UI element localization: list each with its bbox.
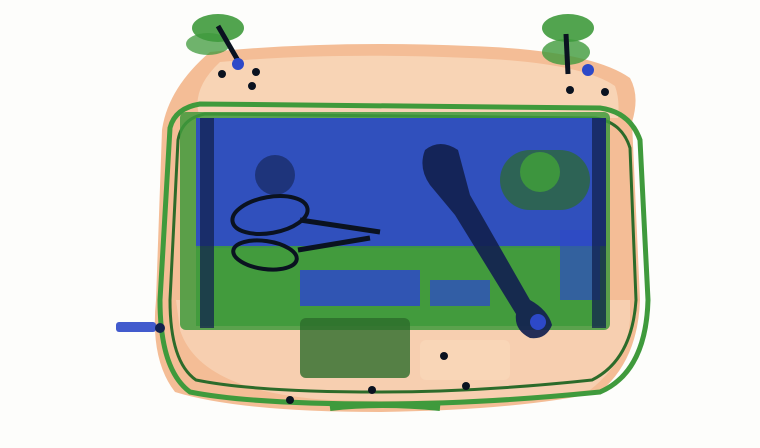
scissors <box>230 194 381 272</box>
side-tag <box>116 322 165 333</box>
wheel-right <box>542 14 594 76</box>
laptop <box>180 112 610 330</box>
handle <box>329 402 441 411</box>
screws <box>218 68 609 404</box>
wheel-left <box>186 14 244 70</box>
adjustable-wrench <box>422 144 552 339</box>
front-pocket <box>300 318 510 380</box>
